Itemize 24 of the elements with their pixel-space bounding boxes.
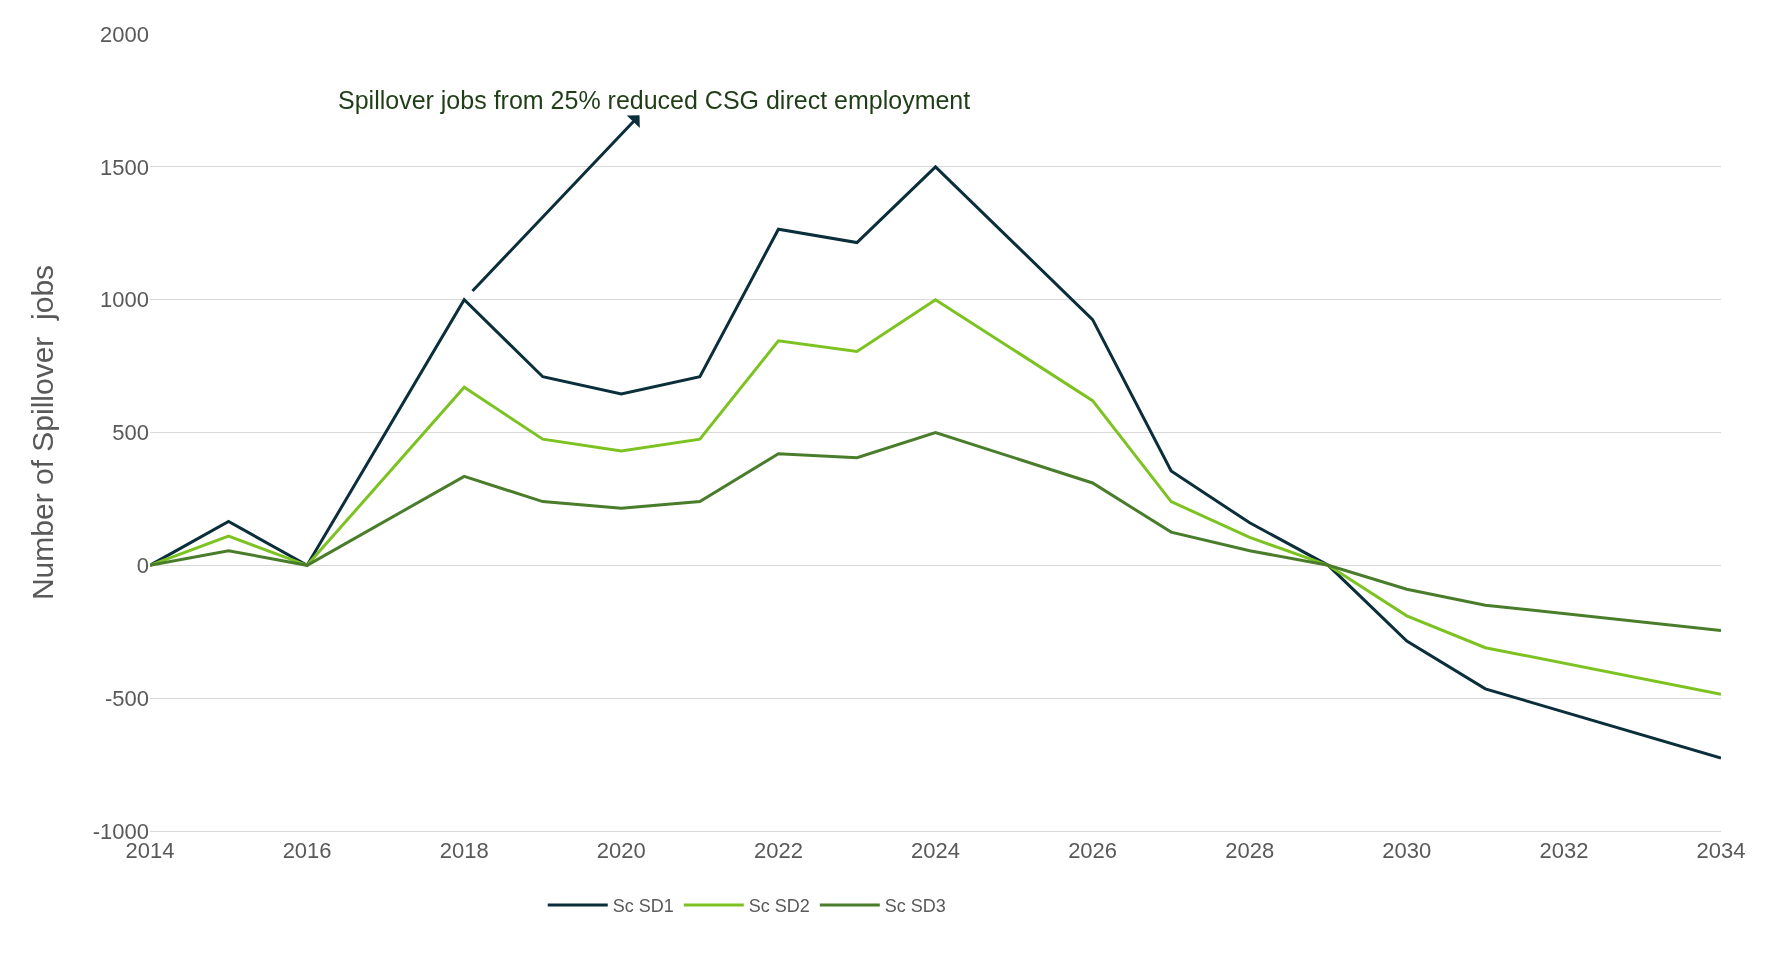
x-tick-label: 2020: [596, 838, 646, 864]
x-tick-label: 2028: [1225, 838, 1275, 864]
x-tick-label: 2034: [1696, 838, 1746, 864]
annotation: Spillover jobs from 25% reduced CSG direct employment: [338, 86, 971, 114]
x-tick-label: 2018: [439, 838, 489, 864]
x-tick-label: 2024: [911, 838, 960, 864]
line-series: [150, 431, 1721, 632]
x-tick-label: 2022: [753, 838, 803, 864]
x-tick-label: 2026: [1068, 838, 1118, 864]
y-tick-label: 500: [112, 420, 149, 446]
x-tick-label: 2030: [1382, 838, 1432, 864]
y-tick-label: -500: [104, 685, 149, 711]
legend-label: Sc SD2: [748, 896, 810, 917]
line-series: [150, 165, 1721, 760]
y-tick-label: 2000: [100, 21, 149, 47]
x-tick-label: 2032: [1539, 838, 1589, 864]
line-series: [150, 298, 1721, 696]
y-tick-label: 1000: [100, 287, 149, 313]
y-tick-label: 0: [136, 553, 149, 579]
legend-label: Sc SD1: [612, 896, 674, 917]
x-tick-label: 2016: [282, 838, 332, 864]
y-axis-title: Number of Spillover jobs: [25, 264, 59, 601]
legend-label: Sc SD3: [884, 896, 946, 917]
y-tick-label: 1500: [100, 154, 149, 180]
